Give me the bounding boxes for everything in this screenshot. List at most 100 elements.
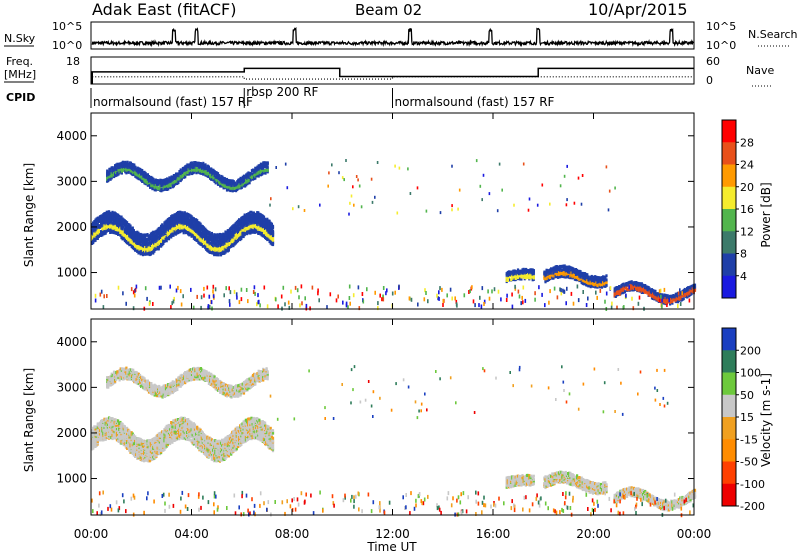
noise-cell xyxy=(424,297,426,301)
noise-cell xyxy=(349,302,351,306)
noise-cell xyxy=(563,290,565,294)
noise-cell xyxy=(664,288,666,292)
noise-cell xyxy=(234,290,236,294)
noise-cell xyxy=(285,163,287,166)
beam-title: Beam 02 xyxy=(355,1,422,19)
noise-cell xyxy=(349,202,351,205)
noise-cell xyxy=(366,287,368,291)
noise-cell xyxy=(512,305,514,309)
noise-cell xyxy=(318,298,320,302)
noise-cell xyxy=(381,297,383,301)
nsky-left-label: N.Sky xyxy=(4,32,36,45)
echo-cell xyxy=(605,278,607,281)
noise-cell xyxy=(606,165,608,168)
noise-cell xyxy=(619,292,621,296)
freq-left-label-1: Freq. xyxy=(6,55,33,68)
noise-cell xyxy=(573,302,575,306)
noise-cell xyxy=(548,301,550,305)
noise-cell xyxy=(499,163,501,166)
noise-cell xyxy=(207,286,209,290)
noise-cell xyxy=(565,301,567,305)
noise-cell xyxy=(451,208,453,211)
noise-cell xyxy=(451,165,453,168)
noise-cell xyxy=(630,285,632,289)
velocity-echoes xyxy=(91,365,696,517)
noise-cell xyxy=(397,212,399,215)
echo-cell xyxy=(654,290,656,293)
noise-cell xyxy=(506,294,508,298)
cpid-segment-label: rbsp 200 RF xyxy=(246,85,318,99)
noise-cell xyxy=(182,294,184,298)
noise-cell xyxy=(304,209,306,212)
noise-cell xyxy=(661,299,663,303)
noise-cell xyxy=(399,167,401,170)
noise-cell xyxy=(203,287,205,291)
noise-cell xyxy=(394,165,396,168)
nave-right-tick-top: 60 xyxy=(706,55,720,68)
noise-cell xyxy=(600,289,602,293)
echo-cell xyxy=(171,214,173,217)
echo-cell xyxy=(272,230,274,233)
noise-cell xyxy=(474,303,476,307)
noise-cell xyxy=(297,288,299,292)
noise-cell xyxy=(494,287,496,291)
noise-cell xyxy=(578,298,580,302)
cpid-label: CPID xyxy=(6,91,35,104)
noise-cell xyxy=(660,295,662,299)
noise-cell xyxy=(471,285,473,289)
noise-cell xyxy=(525,299,527,303)
noise-cell xyxy=(574,202,576,205)
noise-cell xyxy=(230,290,232,294)
noise-cell xyxy=(417,303,419,307)
noise-cell xyxy=(469,289,471,293)
colorbar-tick-label: 28 xyxy=(740,136,754,149)
noise-cell xyxy=(625,294,627,298)
noise-cell xyxy=(145,286,147,290)
noise-cell xyxy=(133,306,135,310)
noise-cell xyxy=(606,292,608,296)
echo-cell xyxy=(267,166,269,169)
noise-cell xyxy=(253,290,255,294)
noise-cell xyxy=(666,300,668,304)
noise-cell xyxy=(328,171,330,174)
frequency-series-line xyxy=(92,68,694,84)
noise-cell xyxy=(295,286,297,290)
noise-cell xyxy=(544,303,546,307)
noise-cell xyxy=(357,178,359,181)
noise-cell xyxy=(680,302,682,306)
noise-cell xyxy=(258,300,260,304)
noise-cell xyxy=(134,294,136,298)
noise-cell xyxy=(159,286,161,290)
noise-cell xyxy=(506,298,508,302)
noise-cell xyxy=(362,292,364,296)
noise-cell xyxy=(228,286,230,290)
echo-cell xyxy=(98,235,100,238)
noise-cell xyxy=(582,290,584,294)
noise-cell xyxy=(267,304,269,308)
noise-cell xyxy=(501,189,503,192)
noise-cell xyxy=(270,197,272,200)
noise-cell xyxy=(372,201,374,204)
nsky-right-tick-top: 10^5 xyxy=(706,20,736,33)
nave-right-label: Nave xyxy=(746,64,774,77)
echo-cell xyxy=(605,274,607,277)
noise-cell xyxy=(292,207,294,210)
noise-cell xyxy=(247,299,249,303)
noise-cell xyxy=(349,296,351,300)
noise-cell xyxy=(609,190,611,193)
power-ylabel: Slant Range [km] xyxy=(22,163,36,267)
noise-cell xyxy=(201,295,203,299)
echo-cell xyxy=(204,163,206,166)
colorbar-swatch xyxy=(722,209,736,232)
colorbar-swatch xyxy=(722,231,736,254)
y-tick-label: 1000 xyxy=(56,266,87,280)
noise-cell xyxy=(604,300,606,304)
noise-cell xyxy=(446,293,448,297)
noise-cell xyxy=(411,298,413,302)
noise-cell xyxy=(330,292,332,296)
noise-cell xyxy=(631,297,633,301)
noise-cell xyxy=(190,288,192,292)
noise-cell xyxy=(500,297,502,301)
